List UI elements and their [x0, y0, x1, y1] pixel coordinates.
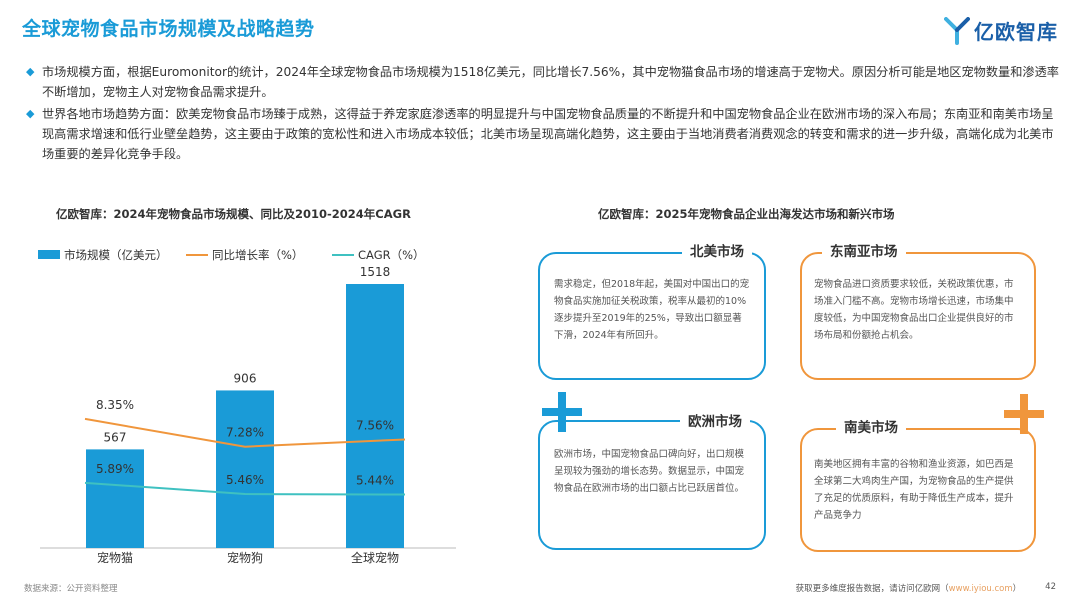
bullet-diamond-icon: ◆	[26, 65, 35, 78]
brand-name: 亿欧智库	[974, 20, 1058, 44]
legend-swatch	[38, 250, 60, 259]
legend-label: CAGR（%）	[358, 248, 425, 262]
region-title-north-america: 北美市场	[682, 240, 752, 260]
region-card-europe: 欧洲市场，中国宠物食品口碑向好，出口规模呈现较为强劲的增长态势。数据显示，中国宠…	[538, 420, 766, 550]
region-title-europe: 欧洲市场	[680, 410, 750, 430]
bullet-text: 世界各地市场趋势方面：欧美宠物食品市场臻于成熟，这得益于养宠家庭渗透率的明显提升…	[42, 107, 1054, 161]
line-series-1	[84, 481, 406, 496]
promo-suffix: ）	[1012, 584, 1022, 594]
category-label: 宠物狗	[227, 550, 263, 565]
line-point-label: 8.35%	[96, 398, 134, 412]
yiou-logo-icon	[944, 16, 970, 45]
footer-promo: 获取更多维度报告数据，请访问亿欧网（www.iyiou.com） 42	[796, 582, 1056, 594]
bar-value-label: 1518	[360, 265, 391, 279]
region-body: 南美地区拥有丰富的谷物和渔业资源，如巴西是全球第二大鸡肉生产国，为宠物食品的生产…	[814, 459, 1014, 521]
bar-1	[216, 390, 274, 548]
bar-value-label: 567	[104, 430, 127, 444]
region-card-south-america: 南美地区拥有丰富的谷物和渔业资源，如巴西是全球第二大鸡肉生产国，为宠物食品的生产…	[800, 428, 1036, 552]
plus-icon	[542, 392, 582, 432]
category-label: 全球宠物	[351, 550, 399, 565]
right-chart-title: 亿欧智库：2025年宠物食品企业出海发达市场和新兴市场	[598, 207, 895, 221]
promo-prefix: 获取更多维度报告数据，请访问亿欧网（	[795, 584, 949, 594]
region-title-south-america: 南美市场	[836, 416, 906, 436]
data-source: 数据来源：公开资料整理	[24, 584, 118, 594]
legend-label: 同比增长率（%）	[212, 248, 303, 262]
bullet-market-trends: ◆ 世界各地市场趋势方面：欧美宠物食品市场臻于成熟，这得益于养宠家庭渗透率的明显…	[26, 104, 1062, 164]
region-title-southeast-asia: 东南亚市场	[822, 240, 906, 260]
brand-logo: 亿欧智库	[944, 16, 1058, 45]
bar-0	[86, 449, 144, 548]
plus-icon	[1004, 394, 1044, 434]
line-point-label: 5.46%	[226, 473, 264, 487]
region-body: 欧洲市场，中国宠物食品口碑向好，出口规模呈现较为强劲的增长态势。数据显示，中国宠…	[554, 449, 745, 494]
bullet-text: 市场规模方面，根据Euromonitor的统计，2024年全球宠物食品市场规模为…	[42, 65, 1059, 99]
line-point-label: 5.44%	[356, 474, 394, 488]
bullet-diamond-icon: ◆	[26, 107, 35, 120]
page-title: 全球宠物食品市场规模及战略趋势	[22, 18, 315, 40]
line-series-0	[84, 417, 406, 448]
bar-2	[346, 284, 404, 548]
region-card-north-america: 需求稳定，但2018年起，美国对中国出口的宠物食品实施加征关税政策，税率从最初的…	[538, 252, 766, 380]
region-body: 宠物食品进口资质要求较低，关税政策优惠，市场准入门槛不高。宠物市场增长迅速，市场…	[814, 279, 1014, 341]
page-number: 42	[1045, 582, 1056, 592]
promo-text: 获取更多维度报告数据，请访问亿欧网（www.iyiou.com）	[796, 582, 1022, 594]
bullet-market-size: ◆ 市场规模方面，根据Euromonitor的统计，2024年全球宠物食品市场规…	[26, 62, 1062, 102]
bar-value-label: 906	[234, 371, 257, 385]
market-size-chart: 567 906 1518 8.35% 7.28% 7.56% 5.89% 5.46% 5.44%…	[38, 248, 456, 565]
line-point-label: 7.28%	[226, 426, 264, 440]
legend-label: 市场规模（亿美元）	[64, 248, 168, 262]
line-point-label: 7.56%	[356, 418, 394, 432]
region-card-southeast-asia: 宠物食品进口资质要求较低，关税政策优惠，市场准入门槛不高。宠物市场增长迅速，市场…	[800, 252, 1036, 380]
website-link[interactable]: www.iyiou.com	[948, 584, 1013, 594]
line-point-label: 5.89%	[96, 462, 134, 476]
summary-bullets: ◆ 市场规模方面，根据Euromonitor的统计，2024年全球宠物食品市场规…	[26, 62, 1062, 166]
category-label: 宠物猫	[97, 550, 133, 565]
left-chart-title: 亿欧智库：2024年宠物食品市场规模、同比及2010-2024年CAGR	[56, 207, 411, 221]
region-body: 需求稳定，但2018年起，美国对中国出口的宠物食品实施加征关税政策，税率从最初的…	[554, 279, 750, 341]
